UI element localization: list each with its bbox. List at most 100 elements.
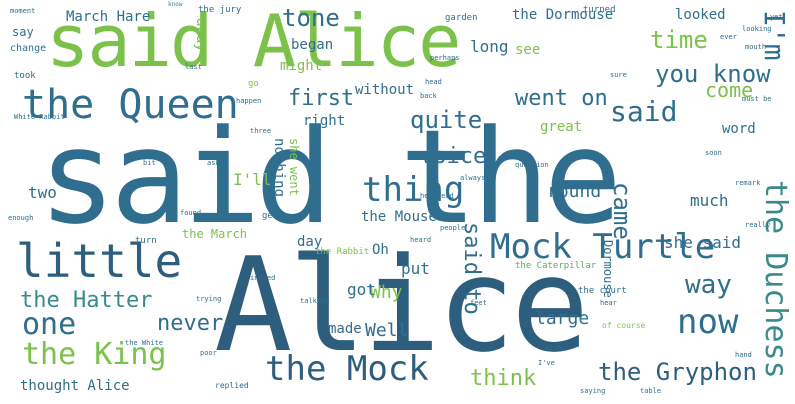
word-went-on: went on [515,86,608,111]
word-last: last [185,63,202,71]
word-quite: quite [410,106,483,134]
word-the-king: the King [22,337,167,372]
word-little: little [16,234,183,288]
word-soon: soon [705,149,722,157]
word-looking: looking [742,25,772,33]
word-ill: I'll [233,170,272,189]
word-get: get [262,211,279,221]
word-the-march: the March [182,227,248,241]
word-made: made [328,321,362,337]
word-the-queen: the Queen [22,82,239,128]
word-talking: talking [300,297,330,305]
word-trying: trying [196,295,222,303]
word-thought-alice: thought Alice [20,378,130,394]
word-white-rabbit: White Rabbit [14,113,65,121]
word-said: said [610,95,678,128]
word-much: much [690,191,729,210]
word-oh: Oh [372,242,389,258]
word-thing: thing [362,170,465,210]
word-she-said: she said [664,233,742,252]
word-first: first [288,86,355,111]
word-found: found [180,209,202,217]
word-of-course: of course [602,321,646,330]
word-the-mock: the Mock [265,349,429,389]
word-two: two [28,183,57,202]
word-always: always [460,174,486,182]
word-the-jury: the jury [198,5,242,15]
word-hand: hand [735,351,752,359]
word-back: back [420,92,437,100]
word-bit: bit [143,159,156,167]
word-mouth: mouth [745,43,767,51]
word-the-caterpillar: the Caterpillar [515,261,597,271]
word-came: came [608,182,636,240]
word-the-dormouse: the Dormouse [512,7,614,23]
word-large: large [535,308,590,329]
word-mock-turtle: Mock Turtle [490,227,716,267]
word-ive: I've [538,359,555,367]
word-the-white: the White [125,339,163,347]
word-know: know [168,1,183,8]
word-change: change [10,43,47,54]
word-the-court-label: the court [578,286,627,296]
word-put: put [401,259,430,278]
word-people: people [440,224,466,232]
word-question: question [515,161,549,169]
word-asked: asked [207,159,229,167]
word-moment: moment [10,7,36,15]
word-think: think [470,366,537,391]
word-indeed: indeed [250,274,276,282]
word-her-head: her head [420,192,454,200]
word-one: one [22,307,77,342]
word-wish: wish [545,344,562,352]
word-began: began [291,37,334,53]
word-go: go [248,79,259,89]
word-day: day [297,234,323,250]
word-sure: sure [610,71,627,79]
word-alice: Alice [214,229,589,381]
word-away: away [193,18,209,52]
word-ever: ever [720,33,737,41]
word-hear: hear [600,299,617,307]
word-might: might [280,58,323,74]
word-the-hatter: the Hatter [20,288,153,313]
word-remark: remark [735,179,761,187]
word-said-alice: said Alice [46,0,461,83]
word-the-court: she went [287,138,301,196]
word-said-the: said the [38,101,622,253]
word-feet: feet [470,299,487,307]
word-now: now [677,302,739,342]
word-happen: happen [236,97,262,105]
word-must-be: must be [742,95,772,103]
word-looked: looked [675,7,726,23]
word-right: right [303,113,346,129]
word-garden: garden [445,13,478,23]
word-without: without [355,82,415,98]
word-say: say [12,25,34,39]
word-the-duchess: the Duchess [758,180,793,379]
word-heard: heard [410,236,432,244]
word-turned: turned [583,5,616,15]
word-round: round [547,181,602,202]
word-see: see [515,42,541,58]
word-really: really [745,221,771,229]
word-three: three [250,127,272,135]
word-yet: yet [770,13,783,21]
word-the-gryphon: the Gryphon [598,358,757,386]
word-time: time [650,26,708,54]
word-poor: poor [200,349,217,357]
word-way: way [685,270,732,300]
word-took: took [14,71,36,81]
word-why: Why [370,282,403,303]
word-well: Well [365,320,409,341]
word-perhaps: perhaps [430,54,460,62]
word-saying: saying [580,387,606,395]
word-march-hare: March Hare [66,9,151,25]
word-great: great [540,119,583,135]
word-head: head [425,78,442,86]
word-got: got [347,280,376,299]
word-enough: enough [8,214,34,222]
word-come: come [705,78,754,102]
word-nothing: nothing [271,138,287,198]
